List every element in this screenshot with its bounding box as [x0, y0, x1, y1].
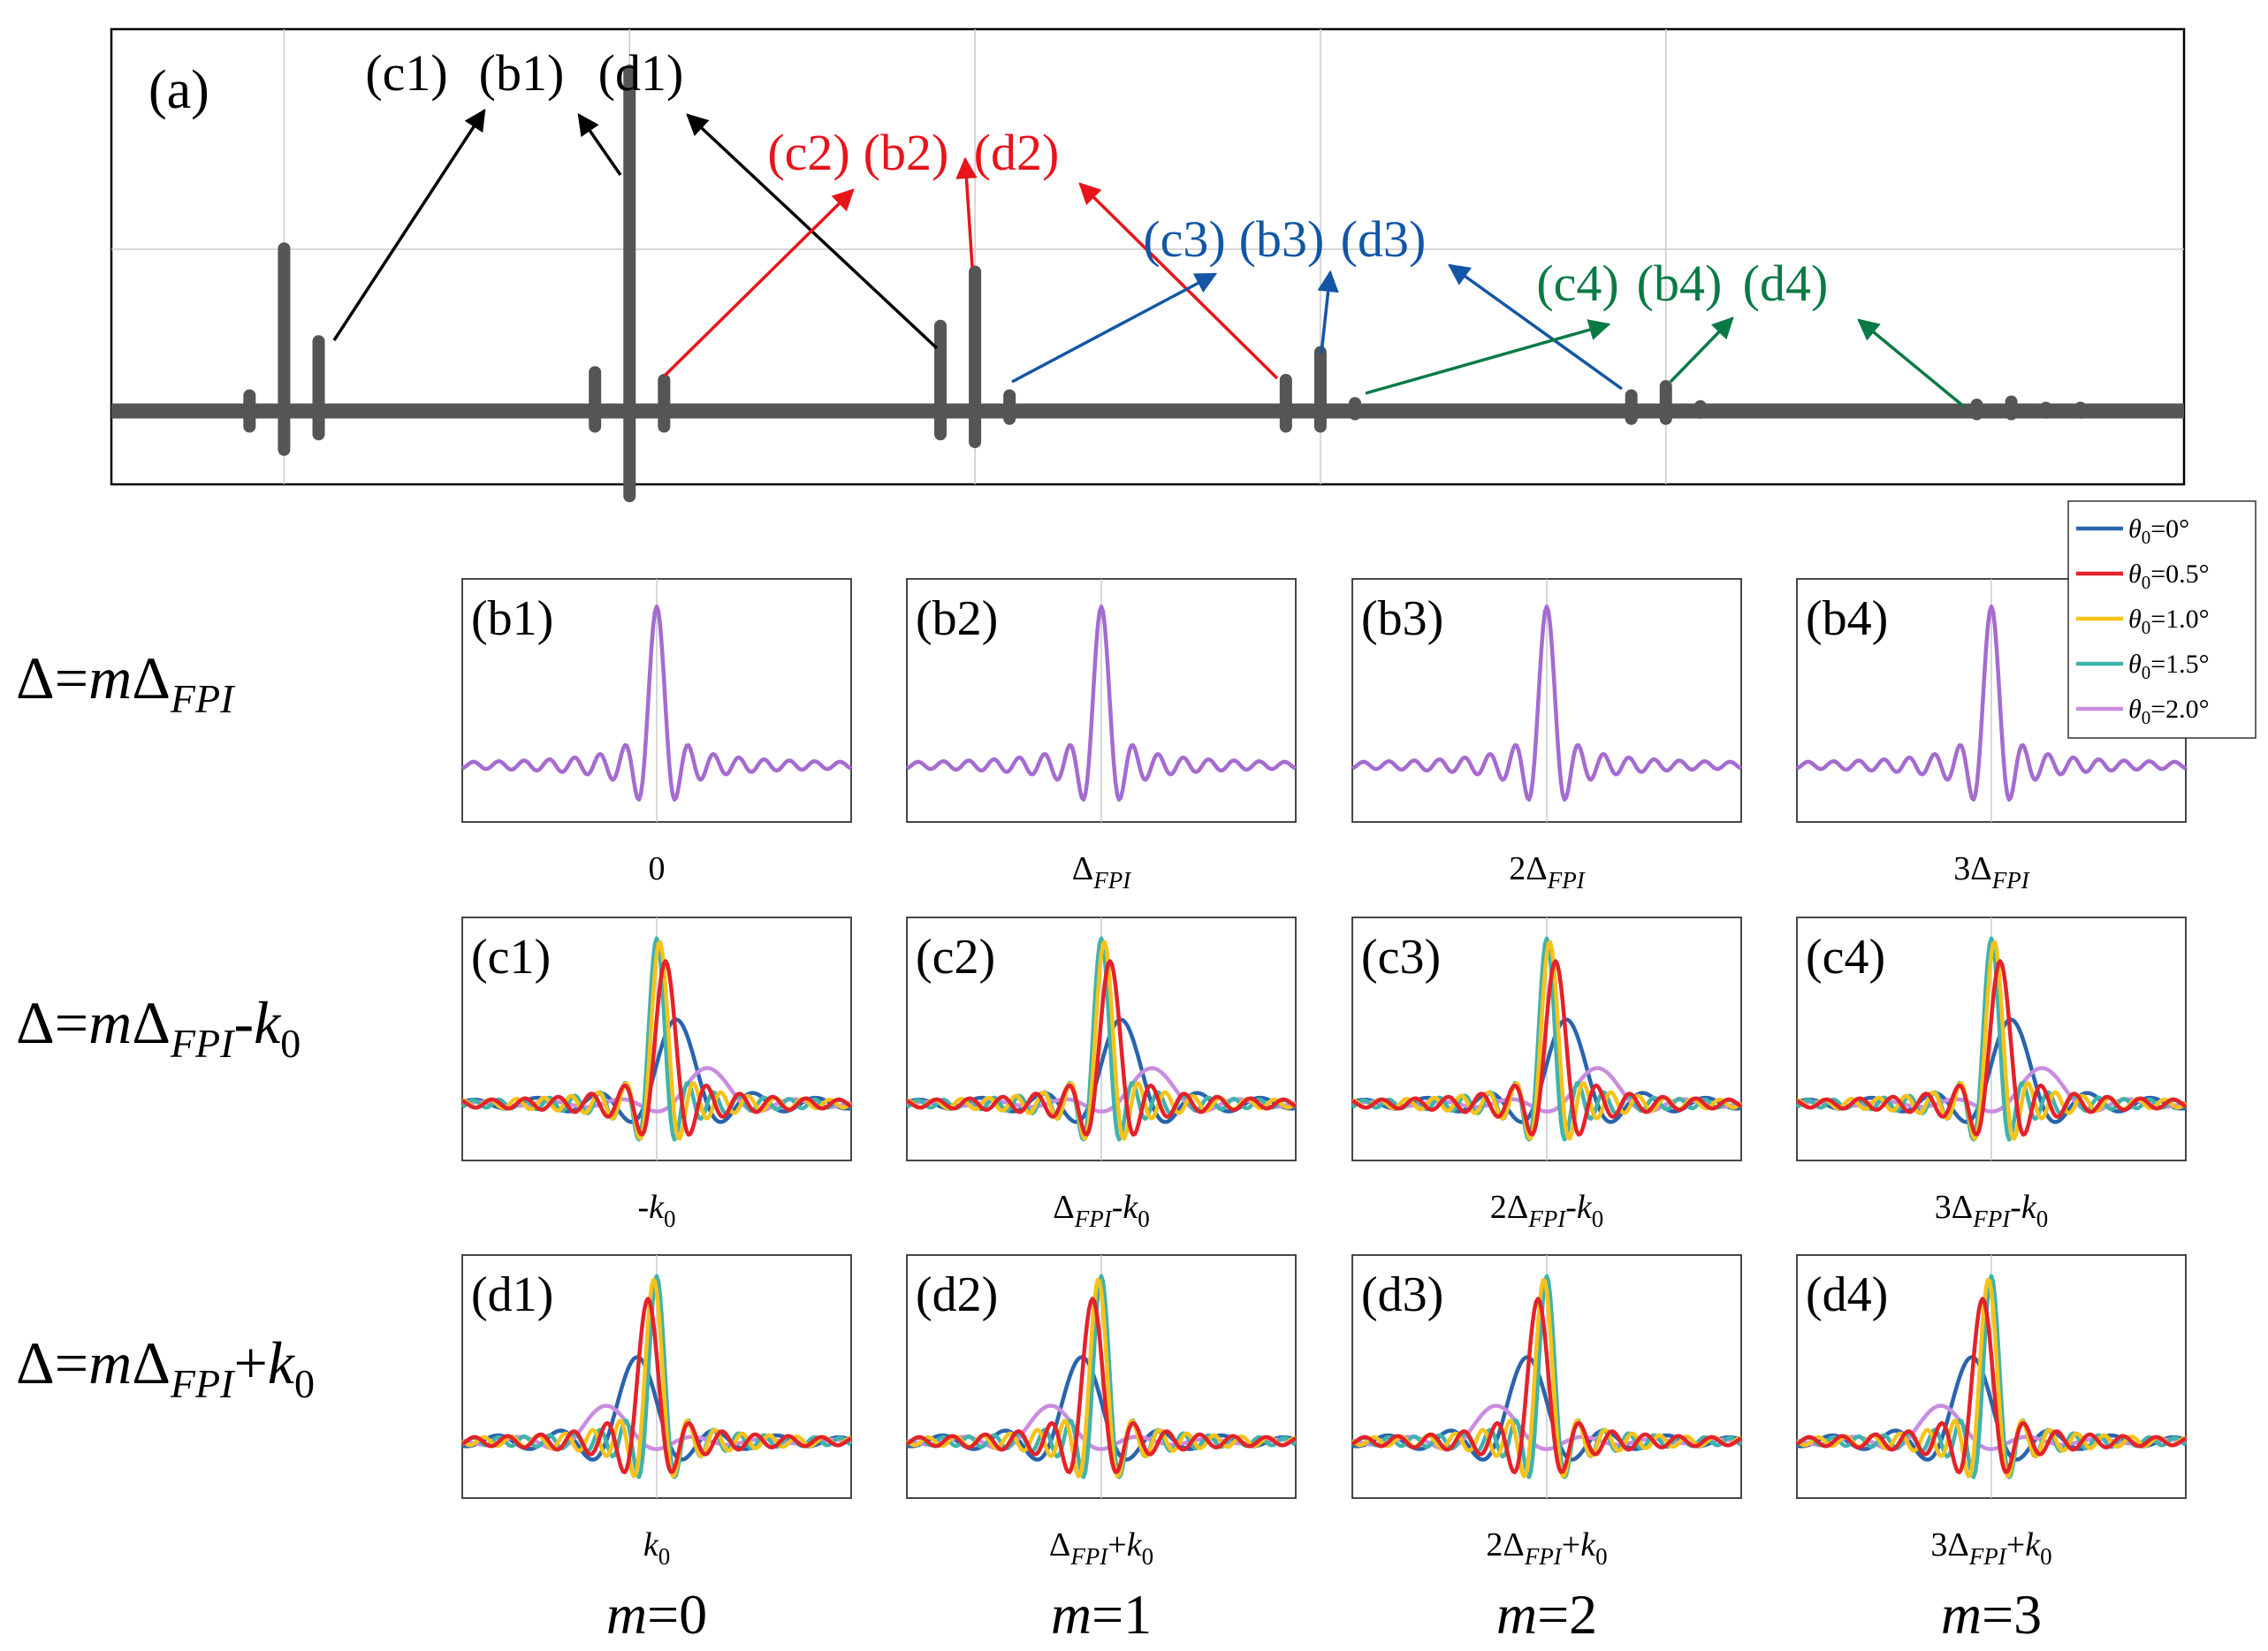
- x-tick-label: ΔFPI: [1072, 850, 1132, 894]
- annotation-arrow: [955, 156, 978, 268]
- m-label: m=1: [1051, 1583, 1152, 1646]
- panel-label: (d4): [1806, 1267, 1888, 1322]
- annotation-arrow: [332, 108, 486, 341]
- annotation-label: (b2): [864, 124, 949, 181]
- row-label: Δ=mΔFPI: [16, 644, 236, 721]
- m-label: m=0: [606, 1583, 707, 1646]
- panel-label: (c4): [1806, 930, 1885, 985]
- x-tick-label: 2ΔFPI-k0: [1490, 1189, 1603, 1232]
- annotation-arrow: [1365, 319, 1611, 395]
- subplot-d4: (d4) 3ΔFPI+k0: [1795, 1254, 2188, 1570]
- series-line: [1351, 1297, 1743, 1474]
- annotation-arrow: [1078, 182, 1279, 380]
- legend-entry: θ0=2.0°: [2128, 695, 2210, 728]
- x-tick-label: 2ΔFPI: [1509, 850, 1586, 894]
- series-line: [905, 959, 1298, 1137]
- annotation-label: (d4): [1743, 255, 1829, 312]
- legend-entry: θ0=1.5°: [2128, 650, 2210, 683]
- subplot-c1: (c1) -k0: [460, 917, 853, 1232]
- x-tick-label: k0: [643, 1526, 670, 1570]
- subplot-d2: (d2) ΔFPI+k0: [905, 1254, 1298, 1570]
- row-label: Δ=mΔFPI+k0: [16, 1329, 315, 1406]
- annotation-label: (d1): [598, 44, 684, 102]
- series-line: [1351, 959, 1743, 1137]
- series-line: [460, 1297, 853, 1474]
- annotation-arrow: [577, 112, 622, 176]
- panel-a-label: (a): [148, 60, 209, 120]
- subplot-b1: (b1) 0: [461, 578, 852, 887]
- annotation-arrow: [1448, 263, 1624, 391]
- subplot-b3: (b3) 2ΔFPI: [1351, 578, 1742, 894]
- x-tick-label: ΔFPI-k0: [1053, 1189, 1149, 1232]
- series-line: [460, 959, 853, 1137]
- subplot-d1: (d1) k0: [460, 1254, 853, 1570]
- subplot-b2: (b2) ΔFPI: [906, 578, 1297, 894]
- m-labels: m=0 m=1 m=2 m=3: [606, 1583, 2042, 1646]
- annotation-label: (c3): [1143, 210, 1225, 268]
- row-label: Δ=mΔFPI-k0: [16, 989, 301, 1066]
- subplot-d3: (d3) 2ΔFPI+k0: [1351, 1254, 1743, 1570]
- m-label: m=2: [1496, 1583, 1597, 1646]
- subplot-c2: (c2) ΔFPI-k0: [905, 917, 1298, 1232]
- annotation-label: (b4): [1637, 255, 1723, 312]
- x-tick-label: -k0: [637, 1189, 675, 1232]
- series-line: [1795, 959, 2188, 1137]
- annotation-label: (b1): [479, 44, 565, 102]
- panel-label: (d2): [916, 1267, 998, 1322]
- annotation-arrow: [1011, 272, 1218, 384]
- legend-entry: θ0=0.5°: [2128, 559, 2210, 593]
- annotation-label: (d3): [1341, 210, 1427, 268]
- annotation-label: (c2): [767, 124, 849, 181]
- annotation-arrow: [663, 188, 855, 377]
- series-line: [1351, 604, 1742, 802]
- x-tick-label: 3ΔFPI: [1953, 850, 2030, 894]
- row-labels: Δ=mΔFPI Δ=mΔFPI-k0 Δ=mΔFPI+k0: [16, 644, 315, 1406]
- x-tick-label: 3ΔFPI-k0: [1935, 1189, 2048, 1232]
- panel-label: (c1): [471, 930, 551, 985]
- x-tick-label: 0: [649, 850, 666, 887]
- legend-entry: θ0=0°: [2128, 514, 2189, 548]
- panel-a-annotations: (c1) (b1) (d1) (c2) (b2) (d2) (c3) (b3) (d3) (c4)…: [332, 44, 1966, 408]
- legend-entry: θ0=1.0°: [2128, 605, 2210, 638]
- panel-label: (c3): [1361, 930, 1441, 985]
- annotation-arrow: [1857, 318, 1966, 408]
- panel-label: (b4): [1806, 591, 1888, 646]
- subplot-c4: (c4) 3ΔFPI-k0: [1795, 917, 2188, 1232]
- x-tick-label: 3ΔFPI+k0: [1930, 1526, 2051, 1570]
- subplot-c3: (c3) 2ΔFPI-k0: [1351, 917, 1743, 1232]
- x-tick-label: 2ΔFPI+k0: [1486, 1526, 1607, 1570]
- annotation-label: (c1): [365, 44, 447, 102]
- series-line: [461, 604, 852, 802]
- annotation-label: (d2): [974, 124, 1060, 181]
- series-line: [1795, 1297, 2188, 1474]
- series-line: [1796, 604, 2187, 802]
- panel-a-spikes: [111, 65, 2184, 503]
- annotation-label: (c4): [1536, 255, 1618, 312]
- subplot-grid: (b1)0(b2)ΔFPI(b3)2ΔFPI(b4)3ΔFPI(c1)-k0(c…: [460, 578, 2188, 1570]
- subplot-b4: (b4) 3ΔFPI: [1796, 578, 2187, 894]
- panel-label: (d3): [1361, 1267, 1443, 1322]
- series-line: [905, 1297, 1298, 1474]
- series-line: [906, 604, 1297, 802]
- panel-label: (b1): [471, 591, 553, 646]
- panel-label: (b3): [1361, 591, 1443, 646]
- panel-label: (b2): [916, 591, 998, 646]
- panel-a: (a) (c1) (b1) (d1) (c2) (b2) (d2) (c3) (b3) (d3)…: [110, 27, 2186, 503]
- x-tick-label: ΔFPI+k0: [1049, 1526, 1153, 1570]
- annotation-arrow: [1669, 316, 1734, 384]
- legend: θ0=0° θ0=0.5° θ0=1.0° θ0=1.5° θ0=2.0°: [2067, 500, 2257, 739]
- panel-label: (d1): [471, 1267, 553, 1322]
- annotation-arrow: [1317, 270, 1339, 354]
- panel-label: (c2): [916, 930, 995, 985]
- annotation-label: (b3): [1239, 210, 1325, 268]
- m-label: m=3: [1941, 1583, 2042, 1646]
